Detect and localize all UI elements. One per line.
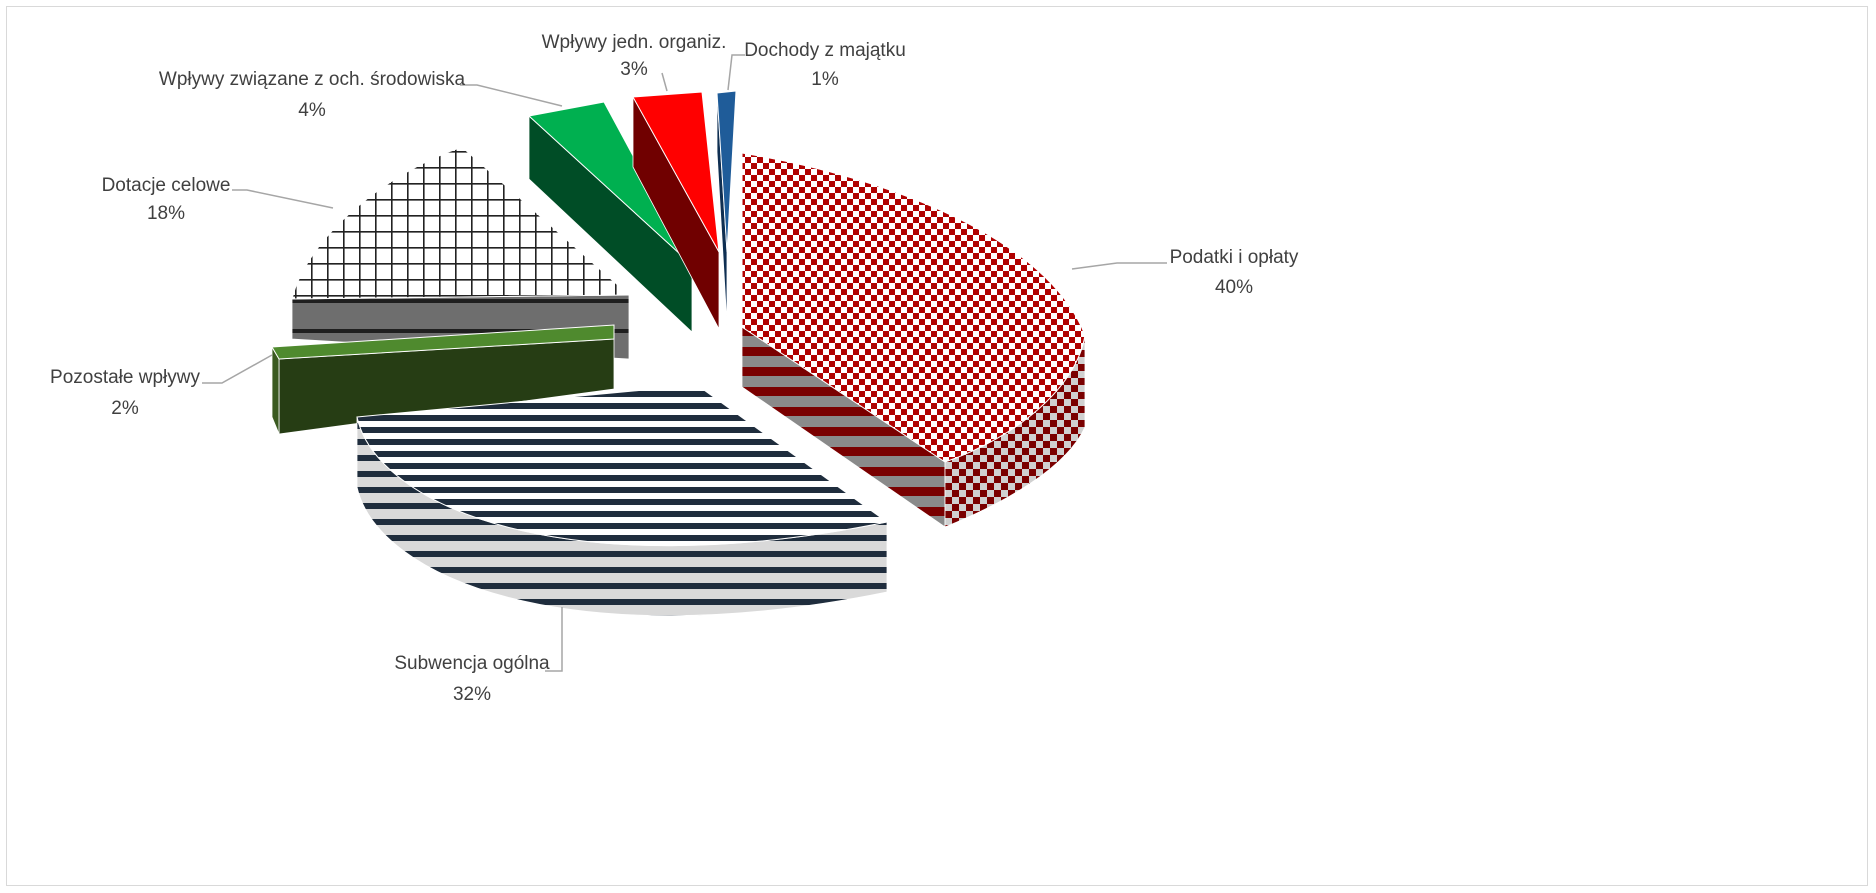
data-label-value-dochody-z-maj-tku: 1%: [811, 69, 839, 90]
data-label-value-podatki-i-op-aty: 40%: [1215, 277, 1253, 298]
slice-layer: [271, 90, 1086, 617]
data-label-category-wp-ywy-zwi-zane-z-och-rodowiska: Wpływy związane z och. środowiska: [159, 69, 466, 90]
pie-slice-top-dotacje-celowe: [291, 146, 631, 300]
pie-slice-subwencja-og-lna: [356, 384, 889, 617]
data-label-value-pozosta-e-wp-ywy: 2%: [111, 398, 139, 419]
pie-slice-dochody-z-maj-tku: [716, 90, 737, 326]
chart-frame: Podatki i opłaty 40% Subwencja ogólna 32% Po…: [6, 6, 1868, 886]
label-layer: Podatki i opłaty 40% Subwencja ogólna 32% Po…: [50, 32, 1299, 705]
leader-line-wp-ywy-jedn-organiz: [661, 72, 668, 92]
data-label-value-wp-ywy-zwi-zane-z-och-rodowiska: 4%: [298, 100, 326, 121]
pie-slice-pozosta-e-wp-ywy: [271, 324, 615, 435]
data-label-value-wp-ywy-jedn-organiz: 3%: [620, 59, 648, 80]
pie-slice-top-subwencja-og-lna: [356, 384, 889, 547]
pie-chart-3d: Podatki i opłaty 40% Subwencja ogólna 32% Po…: [50, 32, 1299, 705]
pie-slice-top-dochody-z-maj-tku: [716, 90, 737, 253]
data-label-category-pozosta-e-wp-ywy: Pozostałe wpływy: [50, 367, 200, 388]
pie-slice-side-pozosta-e-wp-ywy-1: [271, 345, 280, 435]
leader-line-wp-ywy-zwi-zane-z-och-rodowiska: [460, 84, 563, 107]
data-label-category-dochody-z-maj-tku: Dochody z majątku: [744, 40, 906, 61]
pie-slice-wp-ywy-zwi-zane-z-och-rodowiska: [527, 101, 693, 333]
data-label-category-subwencja-og-lna: Subwencja ogólna: [394, 653, 550, 674]
leader-line-podatki-i-op-aty: [1071, 262, 1167, 270]
leader-line-pozosta-e-wp-ywy: [202, 354, 273, 384]
pie-slice-top-wp-ywy-jedn-organiz: [632, 91, 720, 253]
leader-line-subwencja-og-lna: [545, 607, 563, 672]
data-label-value-subwencja-og-lna: 32%: [453, 684, 491, 705]
data-label-category-podatki-i-op-aty: Podatki i opłaty: [1170, 247, 1299, 268]
leader-line-dochody-z-maj-tku: [727, 54, 745, 91]
data-label-value-dotacje-celowe: 18%: [147, 203, 185, 224]
pie-slice-top-podatki-i-op-aty: [741, 152, 1086, 463]
data-label-category-dotacje-celowe: Dotacje celowe: [102, 175, 231, 196]
pie-slice-top-pozosta-e-wp-ywy: [271, 324, 615, 360]
leader-line-dotacje-celowe: [232, 189, 334, 209]
pie-slice-wp-ywy-jedn-organiz: [632, 91, 720, 330]
data-label-category-wp-ywy-jedn-organiz: Wpływy jedn. organiz.: [542, 32, 727, 53]
pie-slice-podatki-i-op-aty: [741, 152, 1086, 528]
